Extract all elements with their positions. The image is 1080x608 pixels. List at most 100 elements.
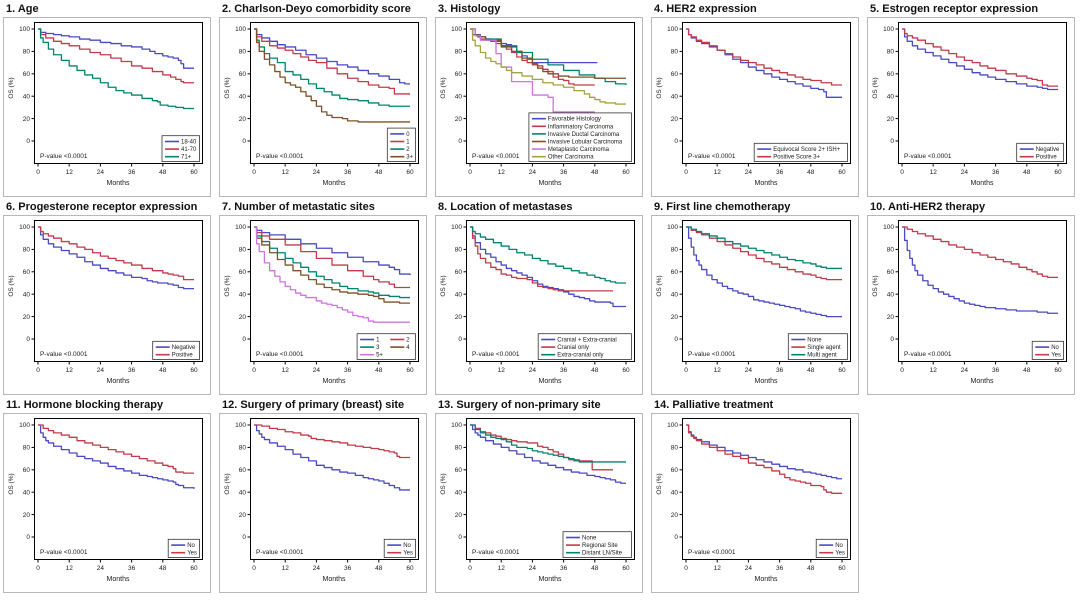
svg-text:24: 24: [961, 367, 969, 374]
svg-text:48: 48: [375, 367, 383, 374]
svg-text:80: 80: [455, 247, 463, 254]
svg-text:80: 80: [455, 49, 463, 56]
y-axis-label: OS (%): [440, 473, 447, 494]
km-panel-10: 10. Anti-HER2 therapy 0 20 40 60 80 100 OS (%) 0…: [865, 200, 1079, 395]
km-curve: [470, 226, 626, 284]
svg-text:48: 48: [591, 565, 599, 572]
panel-frame: 0 20 40 60 80 100 OS (%) 0 12 24 36 48 60 Months P-val…: [3, 413, 211, 593]
legend-label: Invasive Ductal Carcinoma: [548, 132, 620, 138]
km-curve: [38, 28, 194, 84]
svg-text:80: 80: [671, 445, 679, 452]
svg-text:60: 60: [671, 467, 679, 474]
svg-text:80: 80: [239, 49, 247, 56]
svg-text:36: 36: [344, 565, 352, 572]
x-axis: 0 12 24 36 48 60 Months: [252, 163, 414, 187]
svg-text:100: 100: [667, 26, 678, 33]
svg-text:60: 60: [190, 169, 198, 176]
km-curve: [38, 28, 194, 110]
svg-text:0: 0: [26, 138, 30, 145]
svg-text:60: 60: [23, 269, 31, 276]
svg-text:0: 0: [674, 138, 678, 145]
legend-label: Metaplastic Carcinoma: [548, 147, 610, 153]
svg-text:24: 24: [97, 367, 105, 374]
svg-text:20: 20: [23, 512, 31, 519]
y-axis-label: OS (%): [224, 77, 231, 98]
svg-text:20: 20: [239, 512, 247, 519]
svg-text:24: 24: [745, 367, 753, 374]
y-axis: 0 20 40 60 80 100 OS (%): [656, 26, 683, 145]
km-panel-6: 6. Progesterone receptor expression 0 20 40…: [1, 200, 215, 395]
p-value-text: P-value <0.0001: [256, 351, 304, 358]
panel-title: 2. Charlson-Deyo comorbidity score: [222, 3, 411, 15]
x-axis: 0 12 24 36 48 60 Months: [468, 559, 630, 583]
svg-text:0: 0: [468, 565, 472, 572]
x-axis: 0 12 24 36 48 60 Months: [252, 559, 414, 583]
y-axis: 0 20 40 60 80 100 OS (%): [8, 224, 35, 343]
svg-text:36: 36: [344, 367, 352, 374]
svg-text:40: 40: [239, 93, 247, 100]
svg-text:100: 100: [235, 224, 246, 231]
legend-label: Regional Site: [582, 543, 618, 549]
svg-text:0: 0: [684, 565, 688, 572]
svg-text:80: 80: [23, 247, 31, 254]
svg-text:12: 12: [498, 367, 506, 374]
km-curve: [686, 424, 842, 494]
p-value-text: P-value <0.0001: [688, 549, 736, 556]
km-panel-2: 2. Charlson-Deyo comorbidity score 0 20 40 6…: [217, 2, 431, 197]
x-axis: 0 12 24 36 48 60 Months: [36, 361, 198, 385]
panel-frame: 0 20 40 60 80 100 OS (%) 0 12 24 36 48 60 Months P-val…: [3, 17, 211, 197]
svg-text:20: 20: [455, 314, 463, 321]
svg-text:24: 24: [529, 169, 537, 176]
panel-frame: 0 20 40 60 80 100 OS (%) 0 12 24 36 48 60 Months P-val…: [435, 215, 643, 395]
panel-title: 3. Histology: [438, 3, 501, 15]
p-value-text: P-value <0.0001: [40, 153, 88, 160]
svg-text:48: 48: [591, 367, 599, 374]
y-axis: 0 20 40 60 80 100 OS (%): [656, 422, 683, 541]
svg-text:12: 12: [498, 169, 506, 176]
km-curve: [254, 424, 410, 491]
panel-frame: 0 20 40 60 80 100 OS (%) 0 12 24 36 48 60 Months P-val…: [3, 215, 211, 395]
y-axis-label: OS (%): [224, 275, 231, 296]
panel-title: 8. Location of metastases: [438, 201, 573, 213]
svg-text:40: 40: [671, 489, 679, 496]
svg-text:60: 60: [622, 367, 630, 374]
svg-text:60: 60: [838, 565, 846, 572]
svg-text:80: 80: [671, 247, 679, 254]
panel-title: 4. HER2 expression: [654, 3, 757, 15]
svg-text:80: 80: [239, 247, 247, 254]
y-axis: 0 20 40 60 80 100 OS (%): [656, 224, 683, 343]
svg-text:12: 12: [66, 367, 74, 374]
panel-title: 9. First line chemotherapy: [654, 201, 791, 213]
svg-text:12: 12: [66, 169, 74, 176]
svg-text:24: 24: [97, 169, 105, 176]
plot-area: [682, 220, 851, 362]
km-curve: [686, 226, 842, 281]
x-axis-label: Months: [971, 180, 994, 187]
km-curve: [38, 226, 194, 281]
km-curve: [38, 424, 195, 489]
x-axis-label: Months: [323, 180, 346, 187]
svg-text:60: 60: [239, 467, 247, 474]
svg-text:40: 40: [455, 93, 463, 100]
svg-text:100: 100: [19, 224, 30, 231]
svg-text:0: 0: [890, 138, 894, 145]
legend: No Yes: [167, 538, 200, 558]
km-panel-12: 12. Surgery of primary (breast) site 0 20 4…: [217, 398, 431, 593]
plot-area: [250, 418, 419, 560]
svg-text:48: 48: [1023, 367, 1031, 374]
legend-label: Negative: [1036, 147, 1060, 153]
svg-text:36: 36: [560, 565, 568, 572]
svg-text:0: 0: [242, 534, 246, 541]
p-value-text: P-value <0.0001: [904, 351, 952, 358]
svg-text:24: 24: [313, 169, 321, 176]
x-axis-label: Months: [107, 180, 130, 187]
svg-text:0: 0: [468, 169, 472, 176]
svg-text:12: 12: [66, 565, 74, 572]
plot-svg: 0 20 40 60 80 100 OS (%) 0 12 24 36 48 60 Months P-val…: [8, 22, 203, 187]
panel-frame: 0 20 40 60 80 100 OS (%) 0 12 24 36 48 60 Months P-val…: [867, 17, 1075, 197]
svg-text:12: 12: [282, 565, 290, 572]
svg-text:48: 48: [591, 169, 599, 176]
km-curve: [470, 424, 626, 484]
